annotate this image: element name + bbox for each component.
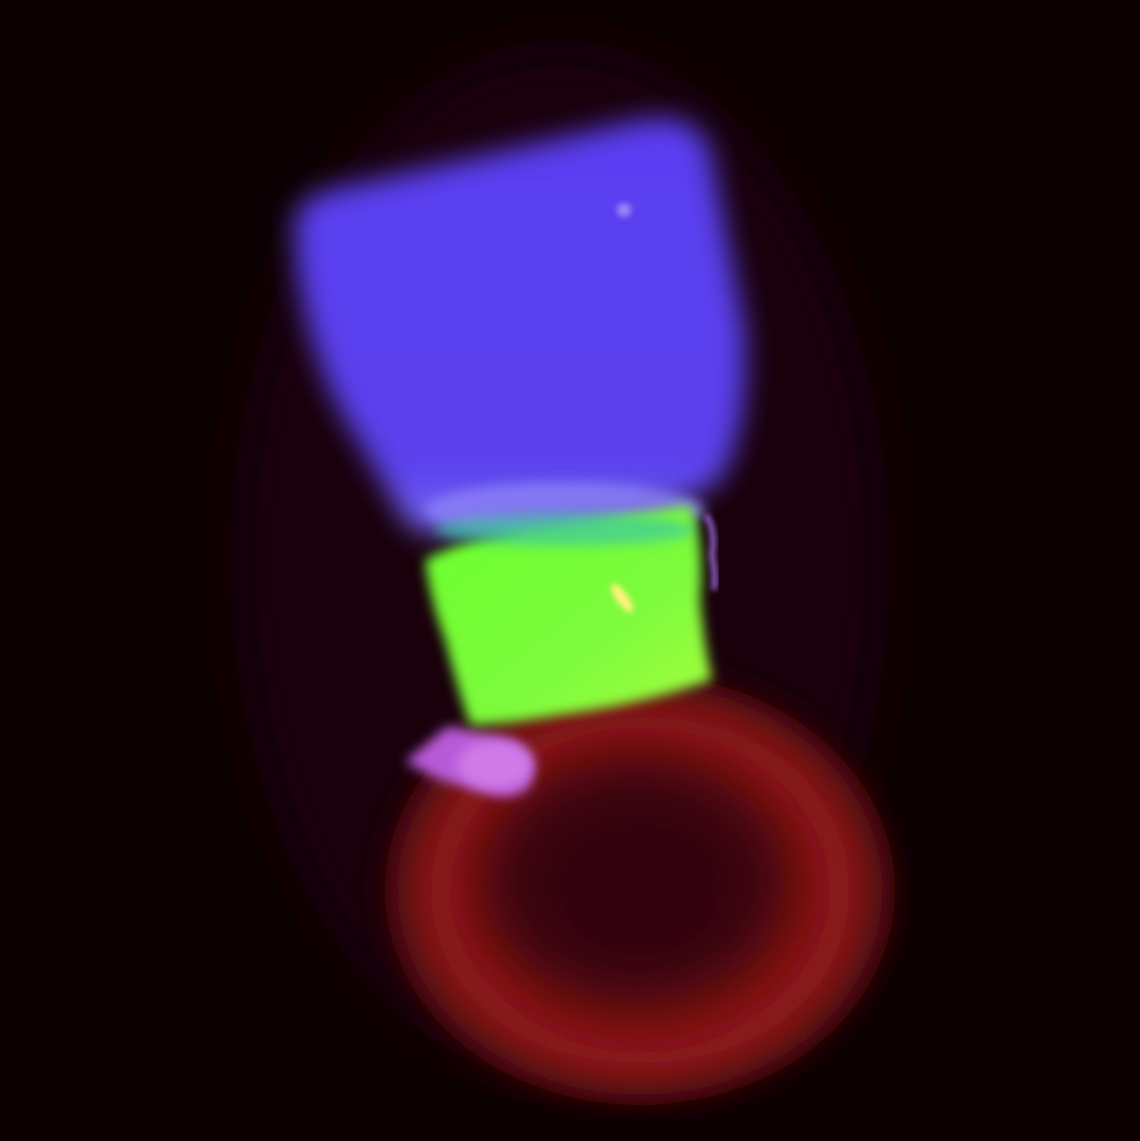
purple-fleck <box>703 513 718 591</box>
green-region <box>425 505 712 725</box>
magenta-region <box>405 726 533 797</box>
